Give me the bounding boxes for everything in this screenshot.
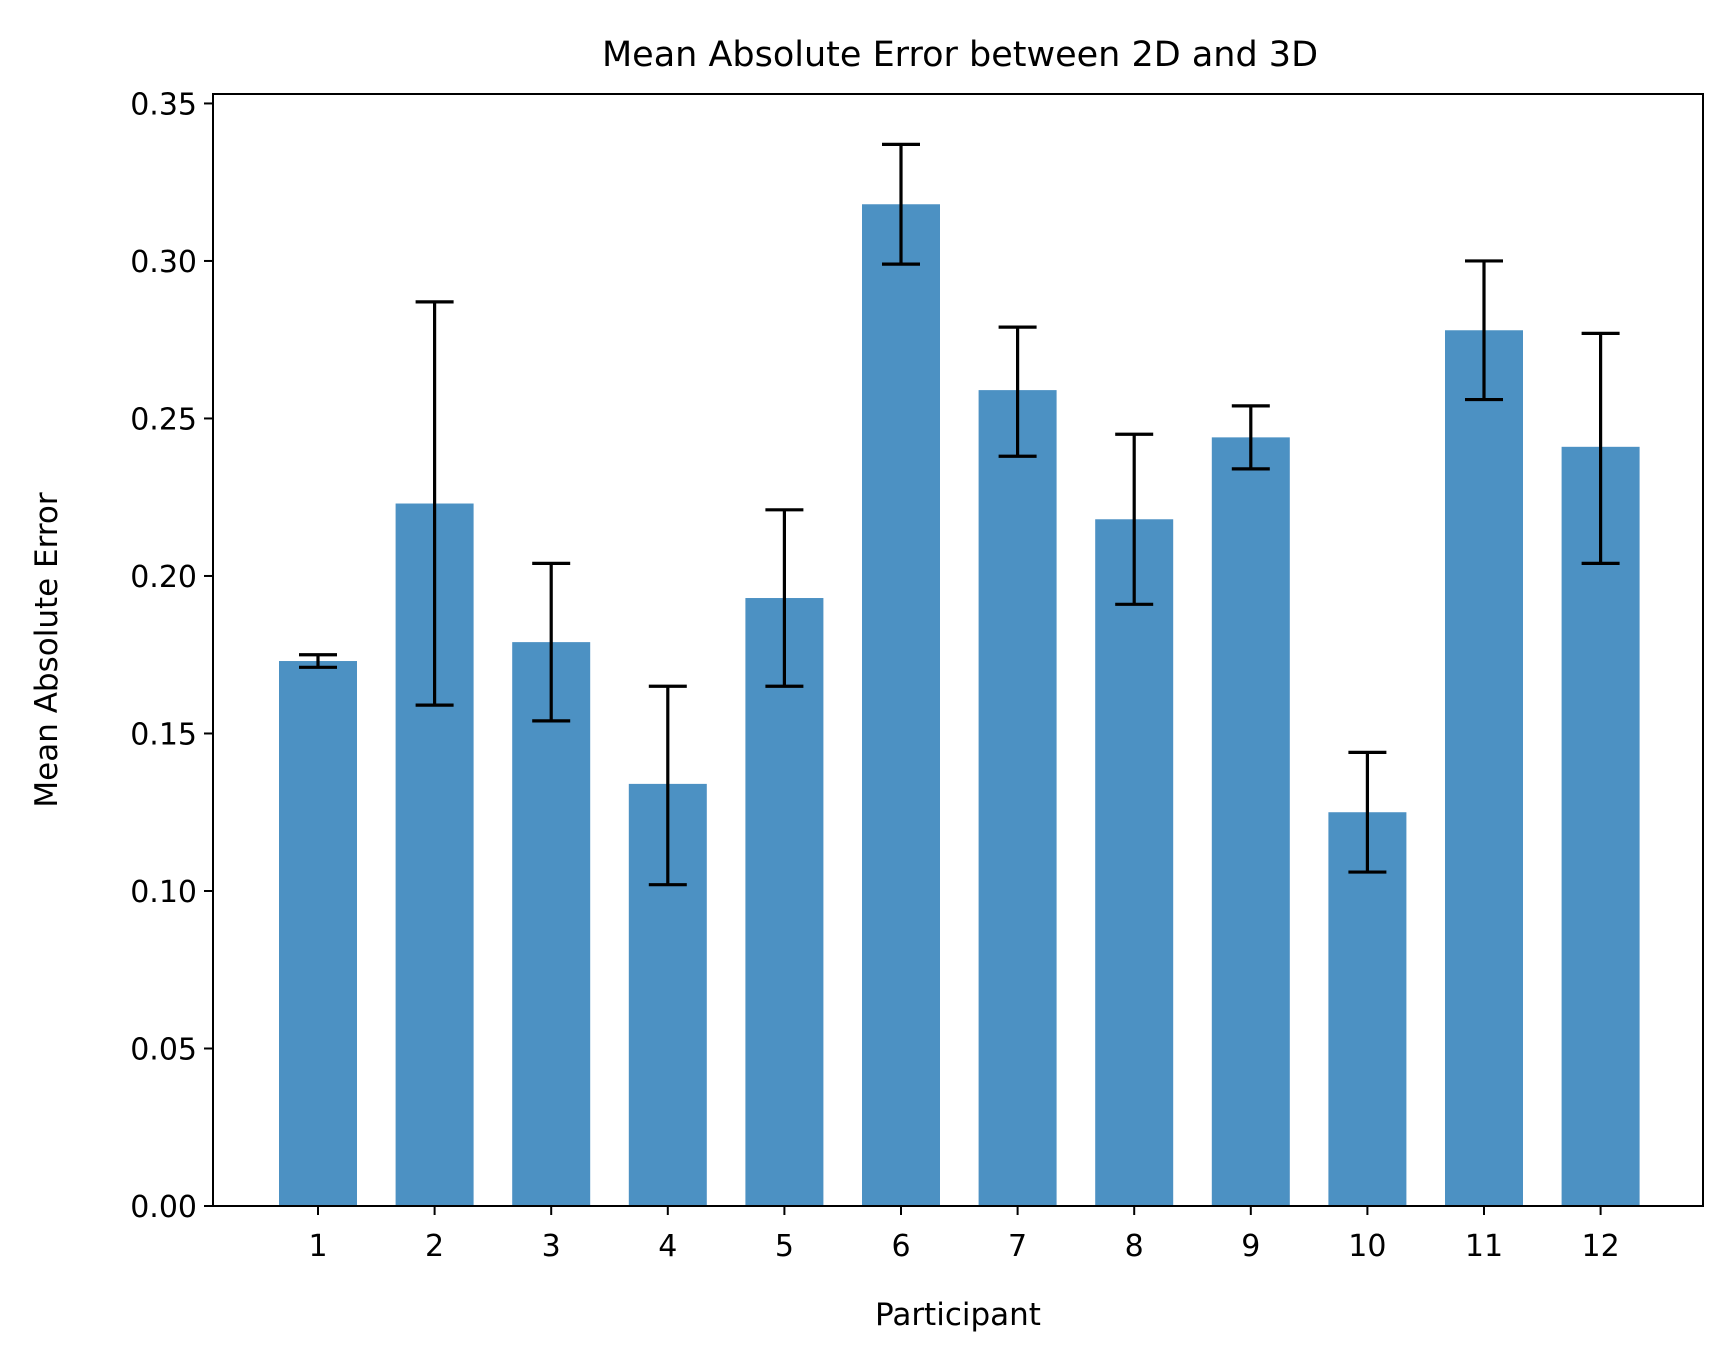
y-axis-ticks: 0.00 0.05 0.10 0.15 0.20 0.25 0.30 0.35 <box>130 87 213 1225</box>
error-bar-participant-1 <box>299 653 337 669</box>
error-bar-participant-8 <box>1115 432 1154 606</box>
y-axis-label: Mean Absolute Error <box>29 492 65 807</box>
x-axis-label: Participant <box>875 1297 1041 1333</box>
plot-frame <box>212 93 1704 1207</box>
error-bar-participant-6 <box>882 142 920 266</box>
bar-participant-6 <box>862 204 940 1207</box>
x-tick-label: 12 <box>1582 1229 1620 1264</box>
bar-participant-10 <box>1328 812 1407 1206</box>
x-tick-label: 2 <box>425 1229 444 1264</box>
bar-participant-8 <box>1095 519 1174 1206</box>
x-tick-label: 4 <box>658 1229 677 1264</box>
x-axis-ticks: 1 2 3 4 5 6 7 8 9 10 11 12 <box>308 1206 1620 1264</box>
x-tick-label: 5 <box>775 1229 794 1264</box>
error-bar-participant-4 <box>648 684 687 887</box>
x-tick-label: 11 <box>1465 1229 1503 1264</box>
bar-participant-9 <box>1211 437 1290 1206</box>
bar-participant-12 <box>1561 446 1640 1206</box>
error-bar-participant-2 <box>415 300 454 707</box>
y-tick-label: 0.25 <box>130 402 197 437</box>
error-bar-participant-9 <box>1231 404 1270 471</box>
error-bars-group <box>299 142 1620 887</box>
x-tick-label: 6 <box>891 1229 910 1264</box>
y-tick-label: 0.35 <box>130 87 197 122</box>
bars-group <box>279 204 1640 1207</box>
y-tick-label: 0.30 <box>130 245 197 280</box>
x-tick-label: 7 <box>1008 1229 1027 1264</box>
error-bar-participant-5 <box>765 508 804 688</box>
y-tick-label: 0.05 <box>130 1032 197 1067</box>
bar-participant-1 <box>279 661 357 1206</box>
error-bar-participant-7 <box>998 325 1037 458</box>
y-tick-label: 0.15 <box>130 717 197 752</box>
y-tick-label: 0.10 <box>130 875 197 910</box>
error-bar-participant-3 <box>532 561 571 723</box>
y-tick-label: 0.00 <box>130 1190 197 1225</box>
bar-participant-7 <box>978 390 1057 1207</box>
error-bar-participant-10 <box>1348 750 1387 874</box>
x-tick-label: 3 <box>542 1229 561 1264</box>
x-tick-label: 10 <box>1348 1229 1386 1264</box>
bar-participant-3 <box>512 642 591 1206</box>
x-tick-label: 9 <box>1241 1229 1260 1264</box>
y-tick-label: 0.20 <box>130 560 197 595</box>
bar-participant-5 <box>745 598 824 1206</box>
bar-participant-11 <box>1445 330 1523 1206</box>
error-bar-participant-11 <box>1465 259 1503 402</box>
x-tick-label: 8 <box>1125 1229 1144 1264</box>
x-tick-label: 1 <box>308 1229 327 1264</box>
chart-title: Mean Absolute Error between 2D and 3D <box>602 35 1318 75</box>
error-bar-participant-12 <box>1581 331 1620 565</box>
